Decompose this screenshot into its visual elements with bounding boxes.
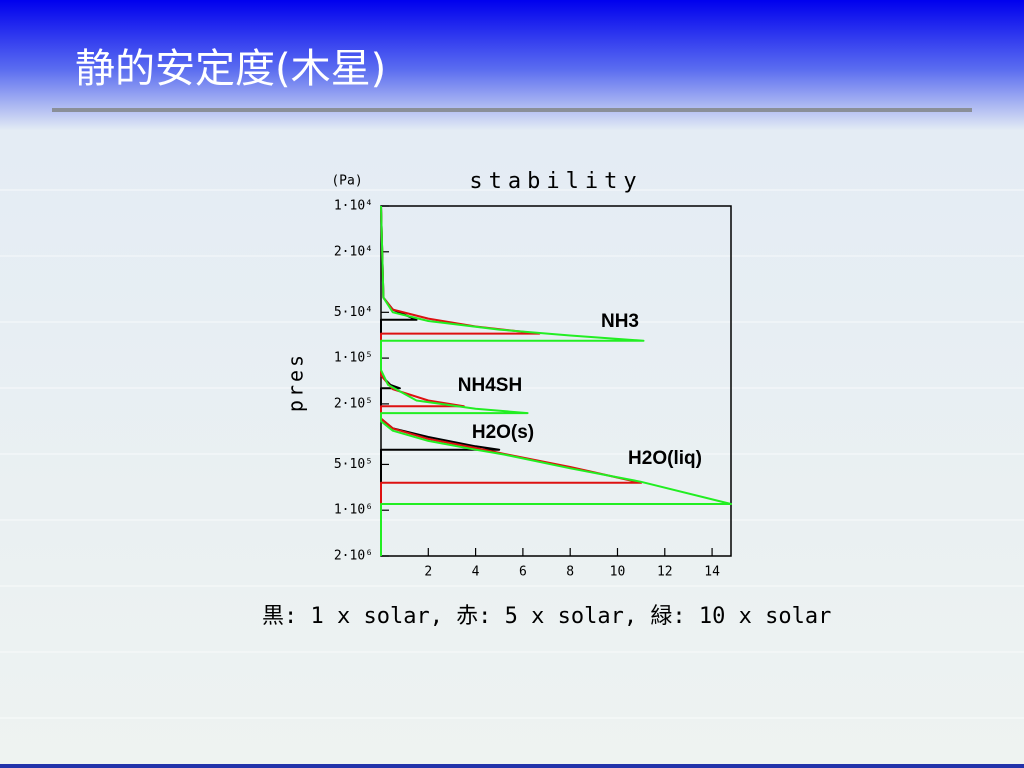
y-unit: (Pa) [331,174,362,189]
plot-frame [380,205,732,557]
y-tick-label: 5·10⁴ [334,305,373,320]
profile-line [380,205,732,556]
background-lines [0,189,1024,719]
slide-title: 静的安定度(木星) [75,46,386,92]
x-tick-label: 10 [610,565,626,580]
x-tick-label: 2 [424,565,432,580]
bottom-bar [0,764,1024,768]
annotation: NH3 [601,311,639,332]
x-tick-label: 8 [566,565,574,580]
annotation: H2O(s) [472,422,534,443]
y-tick-label: 2·10⁴ [334,244,373,259]
x-tick-label: 4 [472,565,480,580]
title-rule [52,108,972,112]
y-tick-label: 5·10⁵ [334,457,373,472]
annotation: H2O(liq) [628,448,702,469]
chart: stability (Pa) pres 1·10⁴ 2·10⁴ 5·10⁴ 1·10⁵… [284,169,732,580]
y-axis-label: pres [284,352,308,412]
y-tick-label: 2·10⁶ [334,549,373,564]
chart-title: stability [469,169,642,194]
caption: 黒: 1 x solar, 赤: 5 x solar, 緑: 10 x sola… [262,604,831,629]
y-tick-label: 1·10⁶ [334,503,373,518]
x-tick-label: 12 [657,565,673,580]
x-tick-label: 6 [519,565,527,580]
y-tick-label: 1·10⁴ [334,199,373,214]
x-tick-label: 14 [704,565,720,580]
y-tick-label: 2·10⁵ [334,396,373,411]
annotation: NH4SH [458,375,522,396]
y-tick-label: 1·10⁵ [334,351,373,366]
